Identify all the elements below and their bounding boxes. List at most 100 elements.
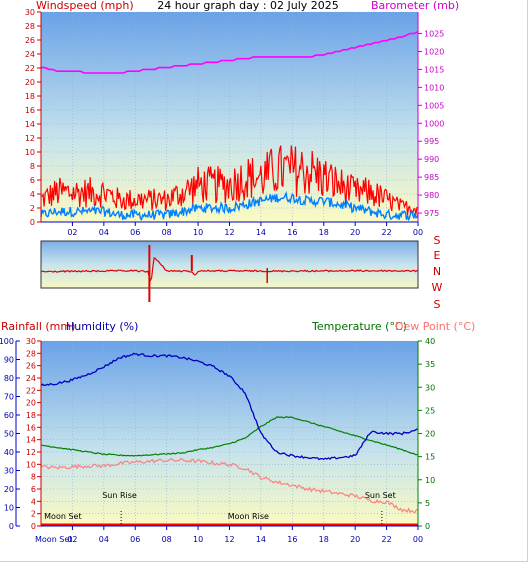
direction-letter: S	[434, 298, 441, 311]
rainfall-tick-label: 10	[26, 460, 36, 469]
temp-humidity-chart: Moon Set Sun Rise Moon Rise Sun Set 0 24 6 8 10 1…	[0, 337, 435, 544]
time-tick-label: 12	[224, 535, 234, 544]
rainfall-tick-label: 22	[26, 386, 36, 395]
direction-line	[40, 257, 419, 283]
temperature-tick-label: 25	[425, 406, 435, 415]
time-tick-label: 22	[381, 535, 391, 544]
wind-barometer-chart: 0246810121416182022242628309759809859909…	[25, 8, 445, 237]
barometer-tick-label: 995	[424, 137, 439, 146]
time-tick-label: 12	[224, 228, 234, 237]
time-tick-label: 02	[67, 535, 77, 544]
direction-letter: E	[434, 249, 441, 262]
time-tick-label: 08	[162, 228, 172, 237]
barometer-tick-label: 1005	[424, 101, 444, 110]
rainfall-tick-label: 12	[26, 448, 36, 457]
temperature-tick-label: 30	[425, 383, 435, 392]
time-tick-label: 16	[287, 228, 297, 237]
humidity-axis-label: Humidity (%)	[66, 320, 138, 333]
temperature-tick-label: 20	[425, 430, 435, 439]
rainfall-tick-label: 8	[31, 473, 36, 482]
event-annotation: Moon Rise	[228, 512, 269, 521]
rainfall-tick-label: 14	[26, 436, 36, 445]
rainfall-axis-label: Rainfall (mm)	[1, 320, 75, 333]
wind-tick-label: 4	[30, 190, 35, 199]
barometer-tick-label: 1015	[424, 65, 444, 74]
time-tick-label: 04	[99, 228, 109, 237]
humidity-tick-label: 0	[9, 522, 14, 531]
wind-tick-label: 12	[25, 134, 35, 143]
humidity-tick-label: 90	[4, 356, 14, 365]
barometer-axis-label: Barometer (mb)	[371, 0, 459, 12]
wind-tick-label: 18	[25, 92, 35, 101]
wind-line	[40, 190, 419, 222]
barometer-tick-label: 1000	[424, 119, 444, 128]
humidity-tick-label: 30	[4, 467, 14, 476]
rainfall-tick-label: 6	[31, 485, 36, 494]
event-annotation: Sun Set	[365, 491, 396, 500]
direction-letter: N	[433, 265, 441, 278]
rainfall-tick-label: 18	[26, 411, 36, 420]
rainfall-tick-label: 16	[26, 423, 36, 432]
wind-tick-label: 8	[30, 162, 35, 171]
rainfall-tick-label: 20	[26, 399, 36, 408]
temperature-tick-label: 5	[425, 499, 430, 508]
humidity-tick-label: 80	[4, 374, 14, 383]
barometer-tick-label: 1025	[424, 30, 444, 39]
rainfall-tick-label: 2	[31, 510, 36, 519]
temperature-axis-label: Temperature (°C)	[311, 320, 407, 333]
wind-tick-label: 14	[25, 120, 35, 129]
dewpoint-axis-label: Dew Point (°C)	[395, 320, 475, 333]
time-tick-label: 18	[319, 228, 329, 237]
event-annotation: Moon Set	[44, 512, 81, 521]
direction-letter: S	[434, 234, 441, 247]
barometer-tick-label: 985	[424, 173, 439, 182]
wind-tick-label: 16	[25, 106, 35, 115]
wind-tick-label: 10	[25, 148, 35, 157]
humidity-line	[40, 352, 419, 461]
humidity-tick-label: 70	[4, 393, 14, 402]
time-tick-label: 06	[130, 228, 140, 237]
temperature-line	[40, 416, 419, 457]
time-tick-label: 10	[193, 228, 203, 237]
barometer-tick-label: 1020	[424, 47, 444, 56]
temperature-tick-label: 0	[425, 522, 430, 531]
time-tick-label: 00	[413, 228, 423, 237]
barometer-tick-label: 980	[424, 191, 439, 200]
barometer-line	[41, 30, 419, 74]
humidity-tick-label: 40	[4, 448, 14, 457]
wind-tick-label: 30	[25, 8, 35, 17]
barometer-tick-label: 975	[424, 209, 439, 218]
chart-title: 24 hour graph day : 02 July 2025	[157, 0, 339, 12]
rainfall-tick-label: 0	[31, 522, 36, 531]
time-tick-label: 04	[99, 535, 109, 544]
rainfall-tick-label: 24	[26, 374, 36, 383]
time-tick-label: 02	[67, 228, 77, 237]
event-annotation: Sun Rise	[102, 491, 137, 500]
wind-tick-label: 24	[25, 50, 35, 59]
humidity-tick-label: 50	[4, 430, 14, 439]
wind-tick-label: 28	[25, 22, 35, 31]
barometer-tick-label: 990	[424, 155, 439, 164]
humidity-tick-label: 100	[0, 337, 14, 346]
dewpoint-line	[40, 457, 419, 514]
temperature-tick-label: 10	[425, 476, 435, 485]
humidity-tick-label: 60	[4, 411, 14, 420]
time-tick-label: 16	[287, 535, 297, 544]
time-tick-label: 14	[256, 228, 266, 237]
time-tick-label: 20	[350, 535, 360, 544]
time-tick-label: 20	[350, 228, 360, 237]
wind-tick-label: 20	[25, 78, 35, 87]
temperature-tick-label: 35	[425, 360, 435, 369]
rainfall-tick-label: 30	[26, 337, 36, 346]
wind-axis-label: Windspeed (mph)	[36, 0, 134, 12]
time-tick-label: 06	[130, 535, 140, 544]
wind-tick-label: 22	[25, 64, 35, 73]
humidity-tick-label: 20	[4, 485, 14, 494]
wind-tick-label: 26	[25, 36, 35, 45]
rainfall-tick-label: 28	[26, 349, 36, 358]
time-tick-label: 00	[413, 535, 423, 544]
